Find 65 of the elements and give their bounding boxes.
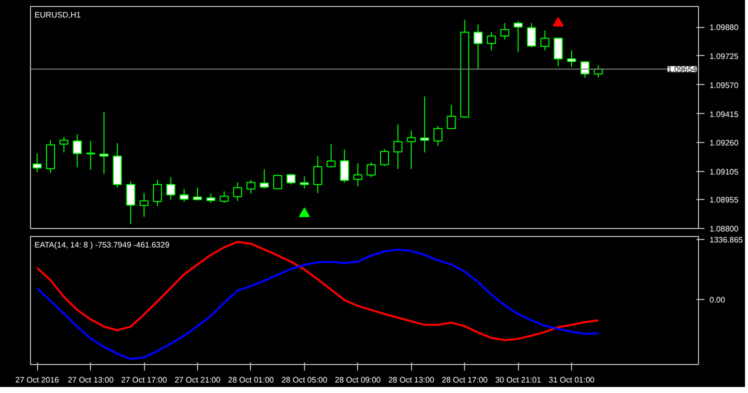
candlestick bbox=[59, 136, 68, 153]
x-tick-label: 28 Oct 09:00 bbox=[334, 376, 382, 384]
candlestick bbox=[286, 173, 296, 185]
x-tick-label: 30 Oct 21:01 bbox=[495, 376, 542, 384]
candlestick bbox=[220, 190, 229, 204]
y-tick-label: 1.09260 bbox=[710, 138, 739, 148]
candlestick bbox=[246, 179, 256, 194]
y-tick-label: 1336.865 bbox=[710, 235, 744, 244]
candlestick bbox=[500, 22, 510, 40]
y-tick-label: 0.00 bbox=[710, 296, 726, 305]
candlestick bbox=[166, 176, 176, 200]
x-tick-label: 27 Oct 21:00 bbox=[174, 376, 221, 384]
candlestick bbox=[420, 96, 430, 153]
candlestick bbox=[567, 50, 576, 68]
y-tick-label: 1.08800 bbox=[710, 224, 739, 234]
candlestick bbox=[300, 176, 309, 189]
x-tick-label: 31 Oct 01:00 bbox=[548, 376, 596, 384]
x-tick-label: 28 Oct 01:00 bbox=[228, 376, 274, 384]
candlestick bbox=[486, 32, 496, 51]
candlestick bbox=[46, 140, 56, 174]
text: EURUSD,H1 bbox=[34, 10, 82, 20]
x-tick-label: 27 Oct 17:00 bbox=[121, 376, 168, 384]
y-tick-label: 1.09415 bbox=[710, 110, 739, 119]
candlestick bbox=[233, 182, 242, 202]
candlestick bbox=[406, 130, 416, 170]
ref-line-label: 1.09654 bbox=[668, 65, 698, 74]
x-tick-label: 28 Oct 13:00 bbox=[388, 376, 435, 384]
candlestick bbox=[554, 37, 563, 67]
y-tick-label: 1.09570 bbox=[710, 80, 739, 90]
candlestick bbox=[526, 22, 536, 48]
candlestick bbox=[126, 180, 136, 224]
candlestick bbox=[260, 168, 269, 189]
candlestick bbox=[192, 187, 202, 201]
candlestick bbox=[180, 188, 189, 202]
candlestick bbox=[380, 148, 390, 167]
candlestick bbox=[140, 192, 149, 218]
candlestick bbox=[273, 174, 282, 190]
x-tick-label: 27 Oct 2016 bbox=[15, 376, 60, 384]
y-tick-label: 1.09725 bbox=[710, 52, 739, 61]
candlestick bbox=[313, 156, 322, 194]
candlestick bbox=[99, 111, 108, 174]
candlestick bbox=[474, 24, 483, 70]
candlestick bbox=[86, 140, 96, 170]
candlestick bbox=[446, 104, 456, 130]
candlestick bbox=[206, 193, 216, 204]
candlestick bbox=[366, 162, 376, 178]
candlestick bbox=[393, 124, 402, 170]
candlestick bbox=[32, 153, 42, 173]
candlestick bbox=[72, 134, 82, 168]
x-tick-label: 27 Oct 13:00 bbox=[68, 376, 114, 384]
candlestick bbox=[540, 30, 550, 51]
x-tick-label: 28 Oct 17:00 bbox=[442, 376, 488, 384]
x-tick-label: 28 Oct 05:00 bbox=[281, 376, 328, 384]
y-tick-label: 1.09105 bbox=[710, 168, 739, 177]
text: EATA(14, 14: 8 ) -753.7949 -461.6329 bbox=[34, 240, 170, 250]
candlestick bbox=[340, 149, 349, 183]
candlestick bbox=[433, 126, 442, 146]
candlestick bbox=[326, 144, 336, 168]
candlestick bbox=[514, 20, 523, 53]
y-tick-label: 1.08955 bbox=[710, 196, 739, 205]
candlestick bbox=[152, 179, 162, 207]
candlestick bbox=[353, 162, 362, 187]
y-tick-label: 1.09880 bbox=[710, 23, 739, 32]
line-series bbox=[36, 248, 600, 360]
line-series bbox=[36, 240, 600, 342]
